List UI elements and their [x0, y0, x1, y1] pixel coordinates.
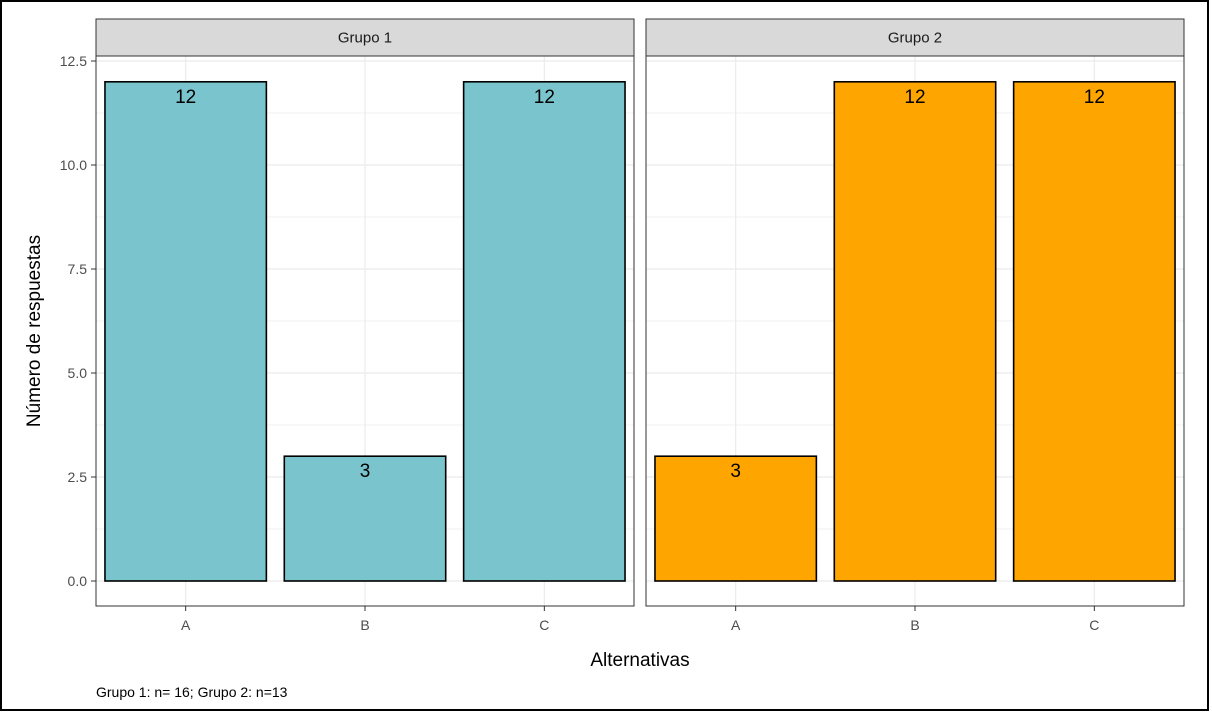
- y-tick-label: 10.0: [60, 157, 87, 173]
- y-tick-label: 5.0: [68, 365, 88, 381]
- x-tick-label: C: [539, 617, 549, 633]
- x-tick-label: B: [910, 617, 919, 633]
- bar-grupo-2-c: [1012, 81, 1176, 582]
- x-tick-label: B: [360, 617, 369, 633]
- data-label: 12: [175, 87, 196, 108]
- facet-panel-1: 12 3 12 Grupo 1 A B C: [95, 18, 635, 633]
- y-tick-label: 12.5: [60, 53, 87, 69]
- x-axis-title: Alternativas: [590, 650, 689, 671]
- data-label: 12: [904, 87, 925, 108]
- bar-grupo-2-b: [833, 81, 997, 582]
- facet-panel-2: 3 12 12 Grupo 2 A B C: [645, 18, 1185, 633]
- facet-strip: [95, 18, 635, 57]
- facet-strip-label: Grupo 2: [888, 30, 942, 47]
- data-label: 12: [534, 87, 555, 108]
- bar-grupo-1-a: [104, 81, 268, 582]
- y-tick-label: 0.0: [68, 573, 88, 589]
- y-axis: 0.0 2.5 5.0 7.5 10.0 12.5: [60, 53, 96, 589]
- x-tick-label: A: [731, 617, 741, 633]
- x-tick-label: A: [181, 617, 191, 633]
- bar-grupo-1-b: [283, 455, 447, 582]
- data-label: 3: [360, 461, 371, 482]
- x-tick-label: C: [1089, 617, 1099, 633]
- y-tick-label: 7.5: [68, 261, 88, 277]
- facet-strip-label: Grupo 1: [338, 30, 392, 47]
- facets-layer: 12 3 12 Grupo 1 A B C 3 12 12 Grupo 2 A B C: [95, 18, 1185, 633]
- y-axis-title: Número de respuestas: [24, 235, 45, 427]
- bar-grupo-2-a: [654, 455, 818, 582]
- facet-strip: [645, 18, 1185, 57]
- y-tick-label: 2.5: [68, 469, 88, 485]
- caption: Grupo 1: n= 16; Grupo 2: n=13: [96, 684, 288, 700]
- bar-grupo-1-c: [462, 81, 626, 582]
- data-label: 3: [730, 461, 741, 482]
- data-label: 12: [1084, 87, 1105, 108]
